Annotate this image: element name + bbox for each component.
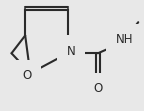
Text: O: O: [93, 82, 103, 95]
Text: O: O: [22, 69, 31, 82]
Text: NH: NH: [116, 33, 133, 47]
Text: N: N: [67, 45, 76, 58]
